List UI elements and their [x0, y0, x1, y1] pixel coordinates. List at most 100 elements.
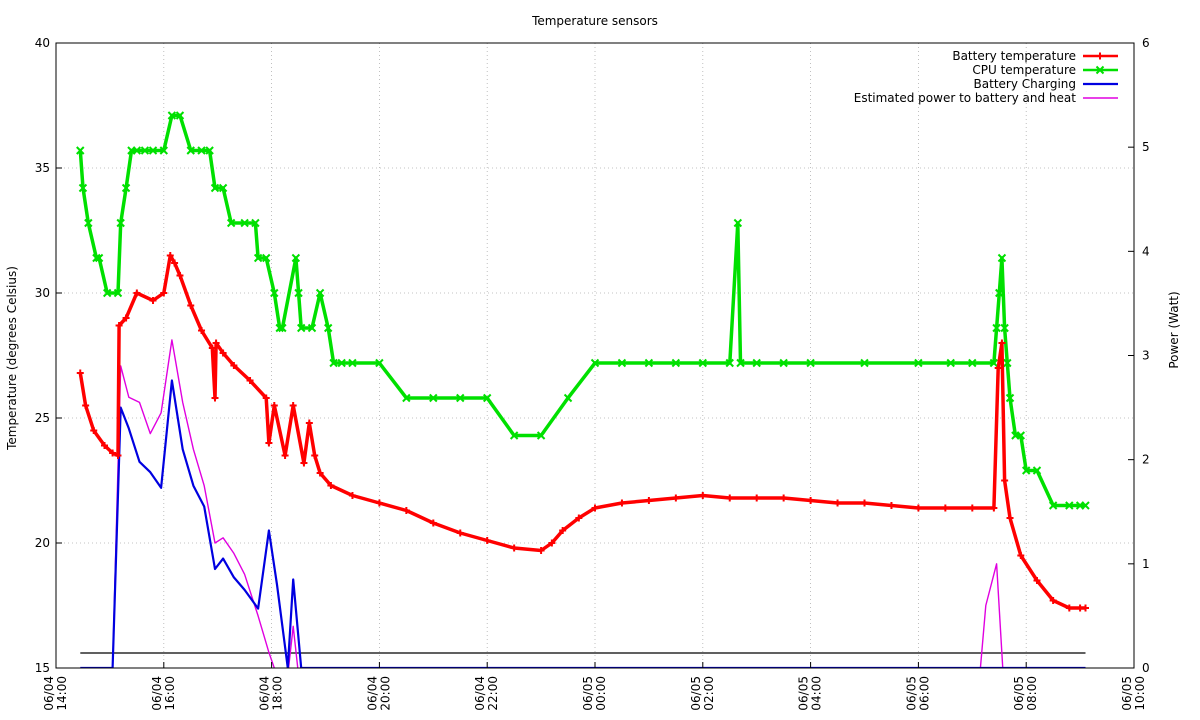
y2-tick-label-2: 2 — [1142, 453, 1150, 467]
y-tick-label-0: 15 — [35, 661, 50, 675]
point-0-28 — [305, 419, 313, 427]
point-0-37 — [483, 537, 491, 544]
y2-axis-label: Power (Watt) — [1167, 291, 1181, 368]
y-tick-label-1: 20 — [35, 536, 50, 550]
point-0-13 — [176, 272, 184, 279]
y-tick-label-2: 25 — [35, 411, 50, 425]
y2-tick-label-0: 0 — [1142, 661, 1150, 675]
point-0-47 — [699, 492, 707, 499]
point-0-23 — [265, 439, 273, 447]
point-0-58 — [990, 504, 998, 512]
point-1-10 — [132, 146, 142, 155]
point-0-51 — [807, 497, 815, 504]
x-tick-time-0: 14:00 — [55, 676, 69, 711]
x-tick-time-10: 10:00 — [1133, 676, 1147, 711]
point-0-25 — [281, 452, 289, 459]
x-tick-date-6: 06/05 — [689, 676, 703, 711]
x-tick-label-3: 06/04 20:00 — [365, 676, 392, 711]
x-tick-date-3: 06/04 — [365, 676, 379, 711]
point-0-59 — [994, 364, 1002, 372]
point-0-21 — [246, 377, 254, 384]
x-tick-label-10: 06/05 10:00 — [1120, 676, 1147, 711]
point-1-25 — [262, 253, 271, 263]
point-1-29 — [291, 253, 301, 263]
point-1-12 — [148, 146, 158, 155]
point-1-57 — [860, 358, 869, 368]
point-0-68 — [1081, 604, 1089, 612]
y2-tick-label-4: 4 — [1142, 244, 1150, 258]
x-tick-time-5: 00:00 — [594, 676, 608, 711]
point-1-60 — [968, 358, 977, 368]
x-tick-time-4: 22:00 — [486, 676, 500, 711]
point-0-42 — [575, 514, 583, 522]
y2-tick-label-6: 6 — [1142, 36, 1150, 50]
point-0-63 — [1017, 552, 1025, 559]
point-1-27 — [275, 323, 284, 333]
point-1-66 — [1003, 358, 1012, 368]
x-tick-time-3: 20:00 — [378, 676, 392, 711]
y-axis-label: Temperature (degrees Celsius) — [5, 266, 19, 451]
point-0-46 — [672, 494, 680, 502]
point-0-6 — [115, 322, 123, 329]
point-0-40 — [548, 539, 556, 547]
point-0-29 — [311, 452, 319, 459]
point-1-64 — [997, 253, 1007, 263]
point-1-21 — [226, 218, 236, 228]
point-1-38 — [375, 358, 384, 368]
point-1-30 — [294, 288, 303, 298]
point-1-22 — [240, 218, 249, 228]
point-1-59 — [946, 358, 955, 368]
point-0-19 — [219, 349, 227, 357]
point-1-4 — [94, 253, 104, 263]
point-0-26 — [289, 402, 297, 409]
x-tick-label-2: 06/04 18:00 — [258, 676, 285, 711]
point-1-0 — [76, 146, 85, 155]
point-0-3 — [101, 442, 109, 449]
point-0-16 — [208, 344, 216, 352]
series-2 — [80, 379, 1086, 668]
chart-title: Temperature sensors — [531, 14, 658, 28]
point-1-24 — [253, 253, 263, 263]
x-tick-label-9: 06/05 08:00 — [1012, 676, 1039, 711]
point-1-67 — [1005, 393, 1015, 403]
x-tick-date-9: 06/05 — [1012, 676, 1026, 711]
series-3 — [111, 339, 1004, 668]
point-1-41 — [456, 393, 465, 403]
point-0-54 — [887, 502, 895, 509]
point-0-18 — [212, 339, 220, 347]
point-0-1 — [82, 402, 90, 409]
point-1-50 — [698, 358, 708, 368]
point-0-32 — [348, 492, 356, 499]
point-0-50 — [780, 494, 788, 502]
point-1-45 — [563, 393, 573, 403]
point-0-10 — [160, 289, 168, 297]
x-tick-label-1: 06/04 16:00 — [150, 676, 177, 711]
y2-tick-label-5: 5 — [1142, 140, 1150, 154]
point-0-36 — [456, 529, 464, 537]
series-line-1 — [78, 113, 1086, 508]
point-1-53 — [736, 358, 745, 368]
point-1-47 — [617, 358, 627, 368]
x-tick-time-1: 16:00 — [163, 676, 177, 711]
point-0-48 — [726, 494, 734, 502]
legend-label-0: Battery temperature — [952, 49, 1076, 63]
point-0-2 — [90, 427, 98, 434]
x-tick-time-6: 02:00 — [702, 676, 716, 711]
point-1-49 — [671, 358, 681, 368]
series-layer — [76, 111, 1090, 668]
y-tick-label-3: 30 — [35, 286, 50, 300]
point-0-24 — [270, 402, 278, 409]
point-0-44 — [618, 499, 626, 507]
point-1-16 — [186, 146, 195, 155]
x-tick-label-7: 06/05 04:00 — [797, 676, 824, 711]
point-0-35 — [429, 519, 437, 527]
point-0-65 — [1049, 597, 1057, 604]
point-1-69 — [1016, 431, 1026, 440]
x-tick-date-4: 06/04 — [473, 676, 487, 711]
point-1-32 — [307, 323, 317, 333]
point-1-15 — [175, 111, 185, 120]
x-tick-date-10: 06/05 — [1120, 676, 1134, 711]
point-0-60 — [998, 339, 1006, 347]
point-1-75 — [1081, 501, 1090, 510]
